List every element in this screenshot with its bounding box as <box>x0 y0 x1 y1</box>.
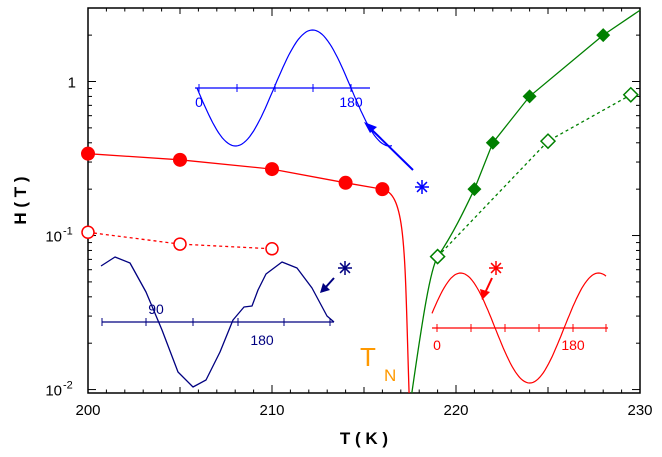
inset-top-arrowhead <box>364 122 377 133</box>
inset-left-label-180: 180 <box>250 332 274 348</box>
inset-left-label-90: 90 <box>148 301 164 317</box>
data-point <box>522 89 537 104</box>
x-tick-label: 220 <box>443 402 468 419</box>
inset-top-arrow <box>368 126 414 171</box>
asterisk-navy-marker <box>338 261 352 275</box>
x-tick-label: 230 <box>627 402 652 419</box>
y-tick-label-exponent: -1 <box>63 226 73 238</box>
inset-right-arrow <box>484 277 493 294</box>
plot-frame <box>87 7 641 394</box>
series-3 <box>429 86 639 265</box>
data-point <box>338 175 353 190</box>
inset-left-arrow <box>324 277 335 289</box>
data-point <box>375 182 390 197</box>
series-line <box>473 34 604 190</box>
data-point <box>622 86 639 103</box>
y-axis-title: H ( T ) <box>11 176 30 224</box>
y-tick-label: 1 <box>68 74 76 91</box>
inset-top-label-180: 180 <box>339 94 363 110</box>
asterisk-red-marker <box>489 261 503 275</box>
y-tick-label-exponent: -2 <box>63 380 73 392</box>
inset-top-curve <box>196 29 393 147</box>
tn-label: T <box>360 342 376 372</box>
series-line <box>437 94 632 258</box>
data-point <box>485 135 500 150</box>
tn-green-connector <box>437 188 475 257</box>
asterisk-blue-marker <box>415 180 429 194</box>
data-point <box>265 242 279 256</box>
inset-right-arrowhead <box>480 289 490 300</box>
inset-left-curve <box>100 256 335 388</box>
data-point <box>265 162 279 177</box>
x-tick-label: 200 <box>75 402 100 419</box>
green-extension <box>602 9 641 36</box>
y-tick-label: 10 <box>45 229 62 246</box>
tn-label-subscript: N <box>384 366 396 385</box>
x-axis-title: T ( K ) <box>340 429 388 448</box>
series-line <box>87 153 383 190</box>
labels: TN <box>360 342 396 385</box>
series-2 <box>467 28 611 197</box>
data-point <box>173 237 187 251</box>
inset-right-label-0: 0 <box>433 337 441 353</box>
tn-red-curve <box>382 188 410 394</box>
inset-top-label-0: 0 <box>195 94 203 110</box>
series-0 <box>81 146 390 197</box>
inset-left-arrowhead <box>320 283 330 293</box>
data-point <box>81 146 95 161</box>
insets: 0 180 90 180 0 180 <box>100 29 608 388</box>
inset-right-curve <box>431 272 607 384</box>
data-point <box>173 152 187 167</box>
data-point <box>596 28 611 43</box>
data-point <box>539 133 557 150</box>
series <box>81 9 641 394</box>
data-point <box>467 182 482 197</box>
series-1 <box>81 225 279 256</box>
x-tick-label: 210 <box>259 402 284 419</box>
data-point <box>429 248 446 265</box>
data-point <box>81 225 95 240</box>
tn-green-curve <box>411 256 439 394</box>
y-tick-label: 10 <box>45 383 62 400</box>
inset-right-label-180: 180 <box>561 337 585 353</box>
